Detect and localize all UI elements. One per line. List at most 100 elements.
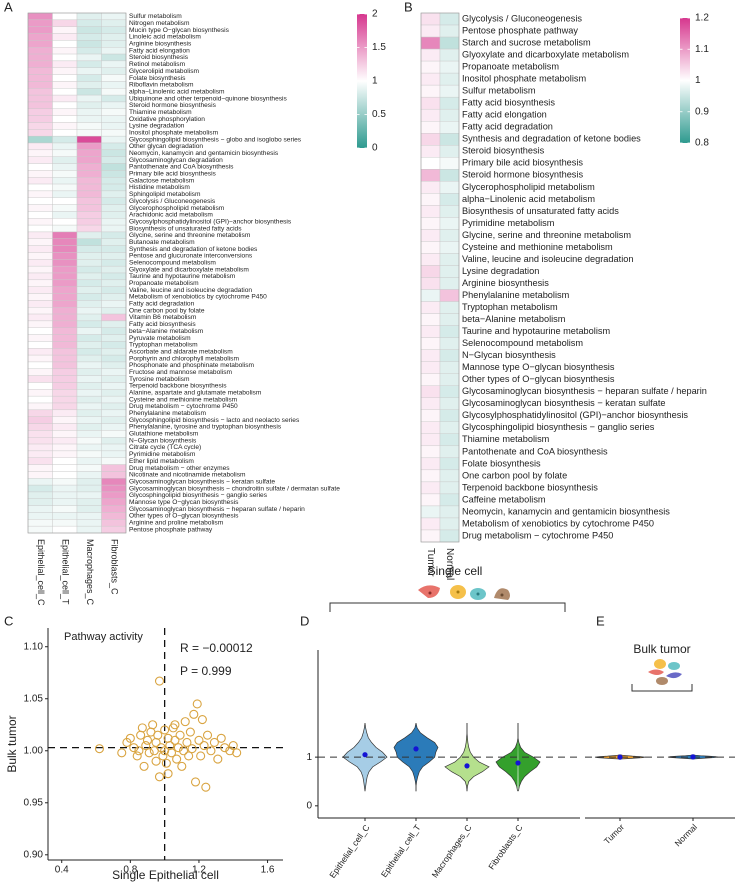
heatmap-cell: [27, 300, 53, 308]
heatmap-cell: [52, 259, 78, 267]
heatmap-cell: [27, 115, 53, 123]
heatmap-cell: [52, 293, 78, 301]
panel-letter: A: [4, 0, 13, 14]
heatmap-cell: [27, 12, 53, 21]
heatmap-cell: [101, 12, 127, 21]
scatter-point: [158, 751, 168, 761]
scatter-point: [125, 733, 135, 743]
heatmap-cell: [439, 481, 460, 495]
scatter-point: [196, 751, 206, 761]
scatter-point: [117, 748, 127, 758]
colorbar-label: 1: [372, 76, 378, 87]
heatmap-cell: [27, 341, 53, 349]
heatmap-cell: [420, 133, 441, 146]
mean-point: [690, 754, 696, 760]
mean-point: [617, 754, 623, 760]
violin-half: [619, 754, 646, 760]
row-label: Tyrosine metabolism: [129, 376, 190, 383]
row-label: alpha−Linolenic acid metabolism: [462, 194, 595, 204]
mean-point: [413, 746, 419, 752]
heatmap-cell: [439, 229, 460, 242]
heatmap-cell: [101, 375, 127, 383]
row-label: Arachidonic acid metabolism: [129, 212, 213, 219]
heatmap-cell: [101, 224, 127, 233]
heatmap-cell: [101, 190, 127, 198]
heatmap-cell: [76, 416, 102, 424]
heatmap-cell: [76, 519, 102, 527]
mean-point: [362, 752, 368, 758]
heatmap-cell: [52, 307, 78, 315]
heatmap-cell: [101, 313, 127, 322]
row-label: Tryptophan metabolism: [129, 342, 198, 349]
heatmap-cell: [76, 122, 102, 130]
scatter-point: [161, 758, 171, 768]
row-label: Primary bile acid biosynthesis: [462, 158, 583, 168]
x-tick-label: Tumor: [602, 822, 626, 846]
heatmap-cell: [439, 193, 460, 206]
scatter-point: [170, 735, 180, 745]
heatmap-cell: [101, 81, 127, 89]
heatmap-cell: [52, 252, 78, 260]
heatmap-cell: [101, 142, 127, 151]
row-label: Citrate cycle (TCA cycle): [129, 444, 201, 451]
row-label: Biosynthesis of unsaturated fatty acids: [462, 206, 619, 216]
heatmap-cell: [101, 430, 127, 438]
row-label: Glycosphingolipid biosynthesis − globo a…: [129, 136, 302, 143]
heatmap-cell: [101, 402, 127, 411]
heatmap-cell: [52, 512, 78, 520]
heatmap-cell: [76, 265, 102, 274]
column-label: Fibroblasts_C: [109, 539, 119, 595]
heatmap-cell: [27, 53, 53, 62]
heatmap-cell: [52, 341, 78, 349]
heatmap-cell: [439, 493, 460, 507]
row-label: Fatty acid biosynthesis: [462, 98, 555, 108]
heatmap-cell: [27, 354, 53, 363]
heatmap-cell: [27, 74, 53, 82]
heatmap-cell: [76, 190, 102, 198]
colorbar-label: 2: [372, 9, 378, 20]
heatmap-cell: [52, 402, 78, 411]
row-label: Glycosphingolipid biosynthesis − ganglio…: [129, 492, 268, 499]
heatmap-cell: [101, 525, 127, 534]
heatmap-cell: [439, 48, 460, 62]
heatmap-cell: [76, 307, 102, 315]
heatmap-cell: [76, 211, 102, 219]
heatmap-cell: [52, 450, 78, 458]
row-label: Nicotinate and nicotinamide metabolism: [129, 472, 246, 479]
chart-title: Bulk tumor: [633, 642, 690, 656]
heatmap-cell: [101, 67, 127, 75]
heatmap-cell: [52, 519, 78, 527]
colorbar: [680, 18, 690, 143]
row-label: beta−Alanine metabolism: [129, 328, 204, 335]
heatmap-cell: [76, 341, 102, 349]
row-label: Drug metabolism − other enzymes: [129, 465, 230, 472]
row-label: Lysine degradation: [462, 266, 539, 276]
heatmap-cell: [76, 183, 102, 192]
row-label: Oxidative phosphorylation: [129, 116, 205, 123]
heatmap-cell: [439, 205, 460, 218]
heatmap-cell: [420, 421, 441, 434]
heatmap-cell: [439, 445, 460, 459]
scatter-point: [160, 725, 170, 735]
heatmap-cell: [439, 505, 460, 519]
heatmap-cell: [76, 12, 102, 21]
heatmap-cell: [439, 60, 460, 74]
row-label: Phenylalanine metabolism: [462, 290, 570, 300]
heatmap-cell: [52, 211, 78, 219]
row-label: Pyruvate metabolism: [129, 335, 191, 342]
heatmap-cell: [420, 361, 441, 374]
row-label: Pantothenate and CoA biosynthesis: [462, 446, 608, 456]
heatmap-cell: [27, 129, 53, 137]
heatmap-cell: [52, 135, 78, 144]
heatmap-cell: [420, 409, 441, 422]
heatmap-cell: [76, 238, 102, 246]
bulk-icons: [648, 659, 682, 685]
heatmap-cell: [101, 450, 127, 458]
heatmap-cell: [101, 348, 127, 356]
panel-letter: B: [404, 0, 413, 14]
heatmap-cell: [52, 334, 78, 342]
heatmap-cell: [76, 67, 102, 75]
heatmap-cell: [27, 218, 53, 226]
heatmap-cell: [52, 279, 78, 287]
